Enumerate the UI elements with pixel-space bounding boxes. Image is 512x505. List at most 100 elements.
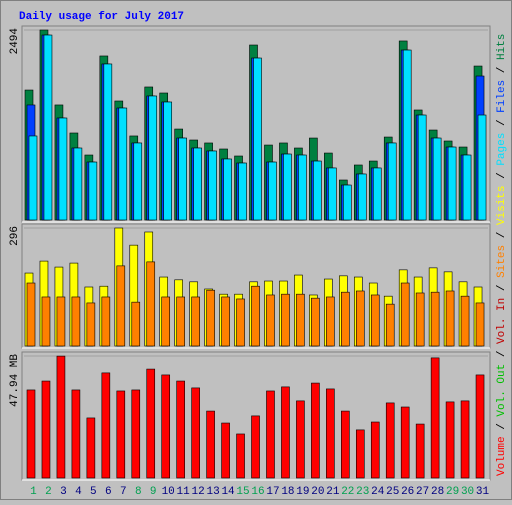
bar (400, 282, 410, 347)
bar (296, 400, 305, 479)
bar (88, 161, 98, 221)
bar (223, 158, 232, 221)
bar (266, 390, 275, 479)
bar (236, 298, 245, 347)
legend-entry: Vol. In (496, 298, 508, 344)
legend-separator: / (496, 278, 508, 298)
x-tick-label: 29 (446, 486, 459, 498)
bar (176, 380, 185, 479)
bar (163, 101, 173, 221)
bar (131, 389, 141, 479)
legend-separator: / (496, 344, 508, 364)
x-tick-label: 17 (266, 486, 279, 498)
bar (415, 292, 425, 347)
bar (238, 162, 247, 221)
bar (445, 290, 455, 347)
legend-entry: Hits (496, 34, 508, 60)
bar (432, 137, 442, 221)
bar (56, 296, 66, 347)
bar (26, 389, 36, 479)
bar (266, 294, 275, 347)
bar (355, 429, 365, 479)
legend: Volume / Vol. Out / Vol. In / Sites / Vi… (496, 34, 508, 476)
bar (206, 289, 215, 347)
bar (118, 107, 128, 221)
bar (56, 355, 66, 479)
bar (221, 422, 230, 479)
x-tick-label: 28 (431, 486, 444, 498)
bar (161, 374, 171, 479)
bar (236, 433, 245, 479)
bar (387, 142, 397, 221)
bar (296, 293, 305, 347)
x-tick-label: 25 (386, 486, 399, 498)
bar (191, 296, 200, 347)
bar (385, 402, 395, 479)
legend-entry: Vol. Out (496, 364, 508, 417)
bar (283, 153, 292, 221)
bar (311, 382, 320, 479)
bar (191, 387, 200, 479)
bar (313, 160, 322, 221)
x-tick-label: 7 (120, 486, 127, 498)
bar (460, 400, 470, 479)
bar (460, 295, 470, 347)
bar (447, 146, 457, 221)
x-tick-label: 3 (60, 486, 67, 498)
bar (475, 374, 485, 479)
legend-separator: / (496, 113, 508, 133)
legend-entry: Sites (496, 245, 508, 278)
bar (430, 291, 440, 347)
x-tick-label: 20 (311, 486, 324, 498)
bar (385, 303, 395, 347)
x-tick-label: 24 (371, 486, 385, 498)
bar (311, 297, 320, 347)
x-tick-label: 26 (401, 486, 414, 498)
x-tick-label: 2 (45, 486, 52, 498)
x-tick-label: 9 (150, 486, 157, 498)
bar (417, 114, 427, 221)
legend-separator: / (496, 60, 508, 80)
bar (71, 296, 81, 347)
bar (326, 296, 335, 347)
bar (445, 401, 455, 479)
bar (133, 142, 143, 221)
bar (253, 57, 262, 221)
bar (103, 63, 113, 221)
bar (146, 368, 156, 479)
bar (71, 389, 81, 479)
legend-entry: Files (496, 80, 508, 113)
bar (131, 301, 141, 347)
bar (86, 302, 96, 347)
legend-entry: Volume (496, 436, 508, 476)
bar (430, 357, 440, 479)
bar (206, 410, 215, 479)
bar (86, 417, 96, 479)
x-tick-label: 16 (251, 486, 264, 498)
y-tick-label: 47.94 MB (9, 354, 21, 407)
bar (41, 296, 51, 347)
x-tick-label: 18 (281, 486, 294, 498)
bar (372, 167, 382, 221)
bar (415, 423, 425, 479)
bar (208, 150, 217, 221)
bar (146, 261, 156, 347)
bar (41, 380, 51, 479)
bar (328, 167, 337, 221)
legend-separator: / (496, 417, 508, 437)
bar (462, 154, 472, 221)
x-tick-label: 23 (356, 486, 369, 498)
bar (26, 282, 36, 347)
bar (341, 291, 350, 347)
bar (101, 372, 111, 479)
x-tick-label: 4 (75, 486, 82, 498)
bar (178, 137, 187, 221)
x-tick-label: 31 (476, 486, 490, 498)
x-tick-label: 14 (221, 486, 235, 498)
x-tick-label: 15 (236, 486, 249, 498)
bar (402, 49, 412, 221)
bar (326, 388, 335, 479)
x-tick-label: 27 (416, 486, 429, 498)
bar (477, 114, 487, 221)
